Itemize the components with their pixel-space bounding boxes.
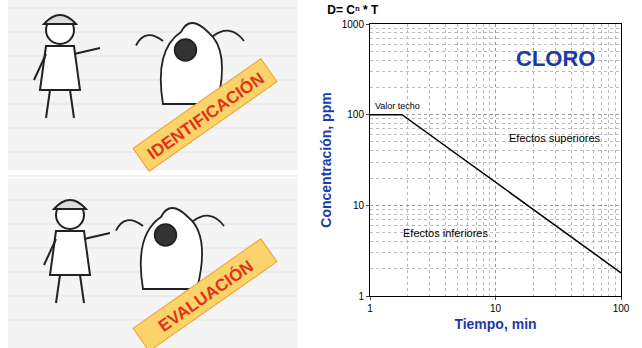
svg-text:D= Cⁿ * T: D= Cⁿ * T: [327, 3, 379, 17]
svg-text:1000: 1000: [342, 19, 365, 30]
svg-text:100: 100: [613, 303, 630, 314]
svg-text:Tiempo, min: Tiempo, min: [454, 316, 536, 332]
svg-text:10: 10: [353, 200, 365, 211]
svg-text:10: 10: [490, 303, 502, 314]
svg-text:1: 1: [358, 291, 364, 302]
svg-text:Efectos inferiores: Efectos inferiores: [403, 227, 488, 239]
svg-text:IDENTIFICACIÓN: IDENTIFICACIÓN: [144, 69, 268, 164]
svg-text:100: 100: [347, 109, 364, 120]
svg-text:Concentración, ppm: Concentración, ppm: [318, 92, 334, 227]
svg-text:Valor techo: Valor techo: [375, 101, 420, 111]
svg-text:Efectos superiores: Efectos superiores: [509, 132, 601, 144]
svg-text:CLORO: CLORO: [516, 46, 595, 71]
svg-text:EVALUACIÓN: EVALUACIÓN: [155, 257, 257, 336]
svg-text:1: 1: [367, 303, 373, 314]
